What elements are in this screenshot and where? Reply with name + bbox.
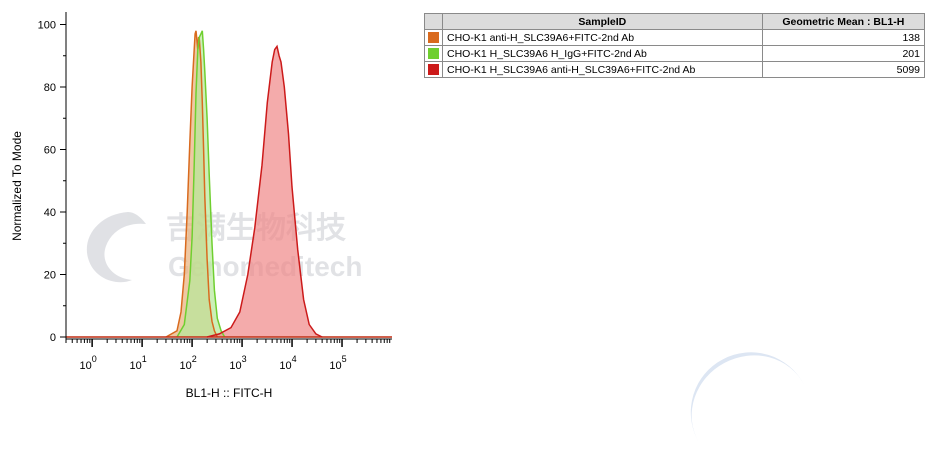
x-axis-label: BL1-H :: FITC-H bbox=[186, 386, 273, 400]
table-header-sampleid: SampleID bbox=[442, 13, 763, 30]
y-tick-label-3: 60 bbox=[44, 145, 56, 157]
table-header-swatch bbox=[424, 13, 443, 30]
series-color-swatch bbox=[428, 64, 439, 76]
histogram-fill-2 bbox=[207, 46, 323, 338]
table-row: CHO-K1 H_SLC39A6 H_IgG+FITC-2nd Ab 201 bbox=[424, 45, 925, 62]
table-row: CHO-K1 anti-H_SLC39A6+FITC-2nd Ab 138 bbox=[424, 29, 925, 46]
x-tick-exponent-0: 0 bbox=[92, 354, 97, 364]
series-color-swatch bbox=[428, 32, 439, 44]
sample-table: SampleID Geometric Mean : BL1-H CHO-K1 a… bbox=[424, 13, 925, 78]
x-tick-label-3: 103 bbox=[229, 354, 246, 372]
series-color-swatch bbox=[428, 48, 439, 60]
x-tick-exponent-4: 4 bbox=[292, 354, 297, 364]
x-tick-label-0: 100 bbox=[79, 354, 96, 372]
table-header-row: SampleID Geometric Mean : BL1-H bbox=[424, 13, 925, 30]
watermark-swirl-icon bbox=[86, 212, 146, 283]
y-tick-label-2: 40 bbox=[44, 207, 56, 219]
y-tick-label-1: 20 bbox=[44, 270, 56, 282]
geometric-mean-value: 201 bbox=[761, 45, 925, 62]
geometric-mean-value: 138 bbox=[761, 29, 925, 46]
y-tick-label-0: 0 bbox=[50, 332, 56, 344]
histogram-line-1 bbox=[176, 30, 226, 338]
table-row: CHO-K1 H_SLC39A6 anti-H_SLC39A6+FITC-2nd… bbox=[424, 61, 925, 78]
watermark-logo: 吉满生物科技 Genomeditech bbox=[86, 211, 362, 283]
table-header-geometric-mean: Geometric Mean : BL1-H bbox=[761, 13, 925, 30]
x-tick-exponent-3: 3 bbox=[242, 354, 247, 364]
y-axis-label: Normalized To Mode bbox=[10, 131, 24, 241]
histogram-line-2 bbox=[206, 44, 323, 338]
y-tick-label-5: 100 bbox=[38, 20, 56, 32]
x-tick-exponent-1: 1 bbox=[142, 354, 147, 364]
sample-name: CHO-K1 H_SLC39A6 anti-H_SLC39A6+FITC-2nd… bbox=[442, 61, 763, 78]
geometric-mean-value: 5099 bbox=[761, 61, 925, 78]
x-tick-label-2: 102 bbox=[179, 354, 196, 372]
x-tick-label-4: 104 bbox=[279, 354, 296, 372]
x-tick-exponent-5: 5 bbox=[342, 354, 347, 364]
y-tick-label-4: 80 bbox=[44, 82, 56, 94]
histogram-plot: 吉满生物科技 Genomeditech 02040608010010010110… bbox=[10, 12, 392, 400]
x-tick-label-5: 105 bbox=[329, 354, 346, 372]
sample-name: CHO-K1 anti-H_SLC39A6+FITC-2nd Ab bbox=[442, 29, 763, 46]
x-tick-exponent-2: 2 bbox=[192, 354, 197, 364]
x-tick-label-1: 101 bbox=[129, 354, 146, 372]
sample-name: CHO-K1 H_SLC39A6 H_IgG+FITC-2nd Ab bbox=[442, 45, 763, 62]
